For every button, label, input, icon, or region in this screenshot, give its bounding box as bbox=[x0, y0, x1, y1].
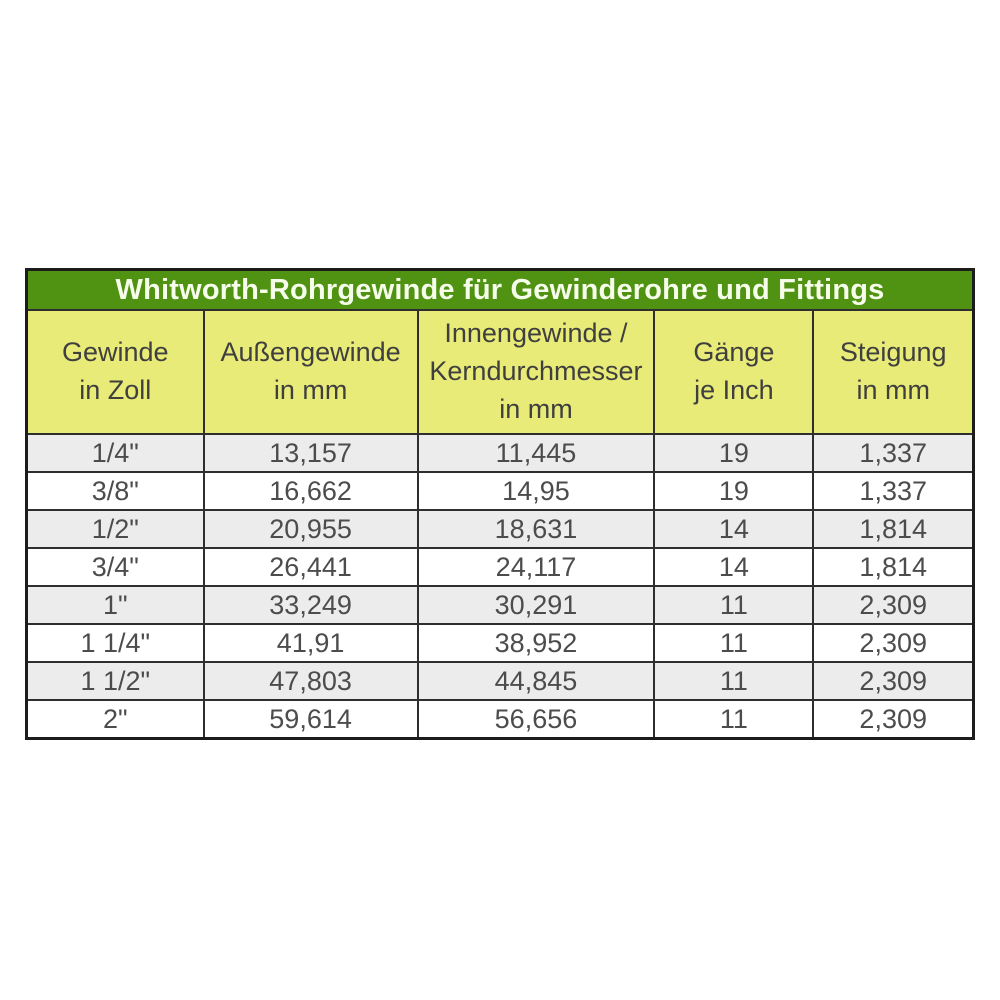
table-cell-gaenge: 14 bbox=[653, 509, 815, 549]
table-cell-steigung: 1,814 bbox=[812, 509, 975, 549]
table-cell-aussengewinde: 47,803 bbox=[202, 661, 419, 701]
table-row: 1 1/2" 47,803 44,845 11 2,309 bbox=[25, 661, 975, 701]
table-cell-aussengewinde: 26,441 bbox=[202, 547, 419, 587]
table-row: 1/2" 20,955 18,631 14 1,814 bbox=[25, 509, 975, 549]
column-header-steigung: Steigung in mm bbox=[812, 309, 975, 435]
table-cell-gewinde: 3/4" bbox=[25, 547, 205, 587]
table-row: 2" 59,614 56,656 11 2,309 bbox=[25, 699, 975, 740]
table-cell-gewinde: 1/2" bbox=[25, 509, 205, 549]
table-cell-gewinde: 2" bbox=[25, 699, 205, 740]
table-cell-innengewinde: 14,95 bbox=[416, 471, 656, 511]
table-cell-gewinde: 1 1/2" bbox=[25, 661, 205, 701]
table-cell-gaenge: 19 bbox=[653, 433, 815, 473]
table-cell-aussengewinde: 16,662 bbox=[202, 471, 419, 511]
table-cell-steigung: 2,309 bbox=[812, 623, 975, 663]
column-header-innengewinde-kerndurchmesser: Innengewinde / Kerndurchmesser in mm bbox=[416, 309, 656, 435]
table-cell-gaenge: 11 bbox=[653, 661, 815, 701]
table-cell-gaenge: 14 bbox=[653, 547, 815, 587]
table-row: 1/4" 13,157 11,445 19 1,337 bbox=[25, 433, 975, 473]
table-cell-aussengewinde: 20,955 bbox=[202, 509, 419, 549]
table-cell-innengewinde: 11,445 bbox=[416, 433, 656, 473]
table-cell-innengewinde: 38,952 bbox=[416, 623, 656, 663]
table-cell-gewinde: 1" bbox=[25, 585, 205, 625]
column-header-gewinde-in-zoll: Gewinde in Zoll bbox=[25, 309, 205, 435]
whitworth-thread-table: Whitworth-Rohrgewinde für Gewinderohre u… bbox=[25, 268, 975, 740]
table-cell-steigung: 1,337 bbox=[812, 433, 975, 473]
table-cell-innengewinde: 56,656 bbox=[416, 699, 656, 740]
column-header-aussengewinde: Außengewinde in mm bbox=[202, 309, 419, 435]
table-cell-innengewinde: 44,845 bbox=[416, 661, 656, 701]
table-cell-aussengewinde: 59,614 bbox=[202, 699, 419, 740]
table-cell-gewinde: 1 1/4" bbox=[25, 623, 205, 663]
table-row: 1 1/4" 41,91 38,952 11 2,309 bbox=[25, 623, 975, 663]
table-cell-aussengewinde: 13,157 bbox=[202, 433, 419, 473]
table-row: 3/8" 16,662 14,95 19 1,337 bbox=[25, 471, 975, 511]
thread-data-table-container: Whitworth-Rohrgewinde für Gewinderohre u… bbox=[25, 268, 975, 740]
table-cell-gewinde: 1/4" bbox=[25, 433, 205, 473]
table-cell-innengewinde: 18,631 bbox=[416, 509, 656, 549]
table-cell-gaenge: 11 bbox=[653, 699, 815, 740]
table-header-row: Gewinde in Zoll Außengewinde in mm Innen… bbox=[25, 309, 975, 435]
table-cell-steigung: 2,309 bbox=[812, 699, 975, 740]
table-cell-steigung: 2,309 bbox=[812, 585, 975, 625]
table-cell-steigung: 1,337 bbox=[812, 471, 975, 511]
column-header-gaenge-je-inch: Gänge je Inch bbox=[653, 309, 815, 435]
table-title-row: Whitworth-Rohrgewinde für Gewinderohre u… bbox=[25, 268, 975, 311]
table-cell-gaenge: 11 bbox=[653, 623, 815, 663]
table-cell-steigung: 2,309 bbox=[812, 661, 975, 701]
table-cell-innengewinde: 24,117 bbox=[416, 547, 656, 587]
table-cell-aussengewinde: 33,249 bbox=[202, 585, 419, 625]
table-cell-gaenge: 11 bbox=[653, 585, 815, 625]
table-row: 3/4" 26,441 24,117 14 1,814 bbox=[25, 547, 975, 587]
table-cell-aussengewinde: 41,91 bbox=[202, 623, 419, 663]
table-row: 1" 33,249 30,291 11 2,309 bbox=[25, 585, 975, 625]
table-cell-gewinde: 3/8" bbox=[25, 471, 205, 511]
table-title: Whitworth-Rohrgewinde für Gewinderohre u… bbox=[25, 268, 975, 311]
table-cell-innengewinde: 30,291 bbox=[416, 585, 656, 625]
table-cell-gaenge: 19 bbox=[653, 471, 815, 511]
table-cell-steigung: 1,814 bbox=[812, 547, 975, 587]
